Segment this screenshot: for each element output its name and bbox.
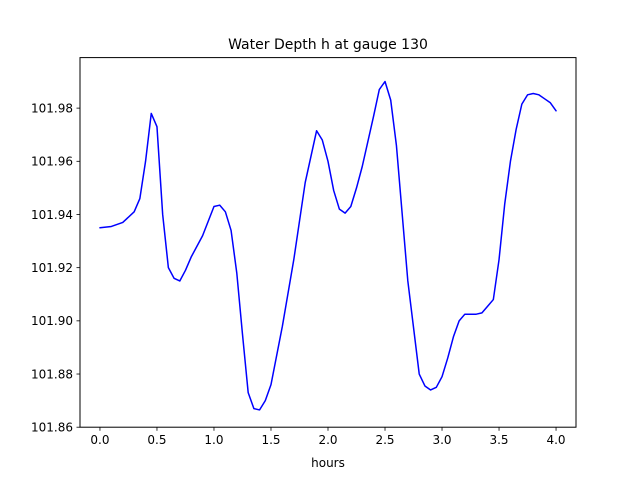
y-tick-label: 101.86 bbox=[31, 421, 73, 435]
y-axis: 101.86 101.88 101.90 101.92 101.94 101.96 101.… bbox=[31, 101, 80, 435]
x-tick-label: 3.5 bbox=[489, 433, 508, 447]
y-tick-label: 101.92 bbox=[31, 261, 73, 275]
chart-title: Water Depth h at gauge 130 bbox=[228, 37, 428, 53]
y-tick-label: 101.96 bbox=[31, 155, 73, 169]
y-tick-label: 101.98 bbox=[31, 101, 73, 115]
y-tick-label: 101.94 bbox=[31, 208, 73, 222]
x-tick-label: 2.0 bbox=[318, 433, 337, 447]
x-tick-label: 2.5 bbox=[375, 433, 394, 447]
x-tick-label: 4.0 bbox=[546, 433, 565, 447]
x-axis-label: hours bbox=[311, 456, 345, 470]
series-line-0 bbox=[99, 80, 557, 411]
x-tick-label: 0.0 bbox=[90, 433, 109, 447]
x-tick-label: 1.0 bbox=[204, 433, 223, 447]
plot-area bbox=[99, 80, 557, 411]
x-tick-label: 1.5 bbox=[261, 433, 280, 447]
y-tick-label: 101.88 bbox=[31, 367, 73, 381]
x-axis: 0.0 0.5 1.0 1.5 2.0 2.5 3.0 3.5 4.0 bbox=[90, 427, 566, 447]
y-tick-label: 101.90 bbox=[31, 314, 73, 328]
x-tick-label: 0.5 bbox=[147, 433, 166, 447]
x-tick-label: 3.0 bbox=[432, 433, 451, 447]
